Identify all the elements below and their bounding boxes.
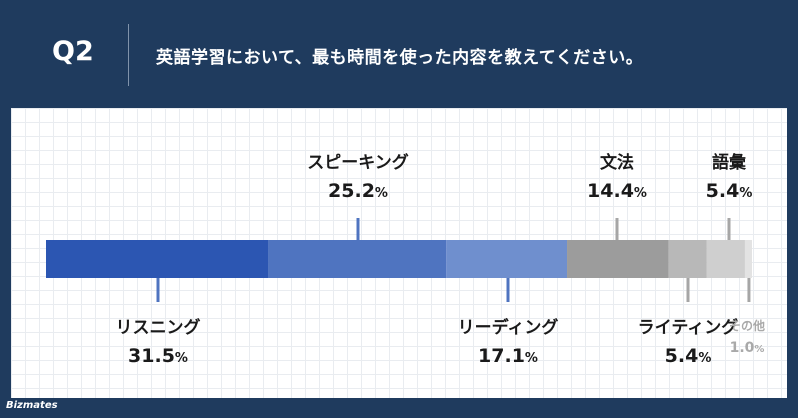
value-label-4: 5.4% (665, 345, 712, 367)
value-label-6: 1.0% (730, 340, 765, 356)
category-label-0: リスニング (116, 317, 201, 338)
bar-segment-2 (446, 240, 568, 278)
question-text: 英語学習において、最も時間を使った内容を教えてください。 (156, 48, 644, 68)
bar-segment-4 (668, 240, 707, 278)
category-label-4: ライティング (638, 317, 739, 338)
brand-logo: Bizmates (6, 400, 58, 411)
bar-segment-1 (268, 240, 447, 278)
category-label-5: 語彙 (712, 152, 747, 173)
value-label-1: 25.2% (328, 180, 388, 202)
value-label-0: 31.5% (128, 345, 188, 367)
bar-segment-6 (744, 240, 752, 278)
question-number: Q2 (52, 36, 94, 67)
bar-segment-0 (46, 240, 269, 278)
category-label-3: 文法 (600, 152, 634, 173)
value-label-5: 5.4% (706, 180, 753, 202)
header-banner (0, 0, 798, 108)
bar-segment-3 (567, 240, 669, 278)
category-label-2: リーディング (458, 317, 559, 338)
value-label-2: 17.1% (478, 345, 538, 367)
header-divider (128, 24, 129, 86)
footer-bar (0, 398, 798, 418)
value-label-3: 14.4% (587, 180, 647, 202)
category-label-1: スピーキング (307, 152, 409, 173)
bar-segment-5 (706, 240, 745, 278)
category-label-6: その他 (729, 318, 765, 333)
